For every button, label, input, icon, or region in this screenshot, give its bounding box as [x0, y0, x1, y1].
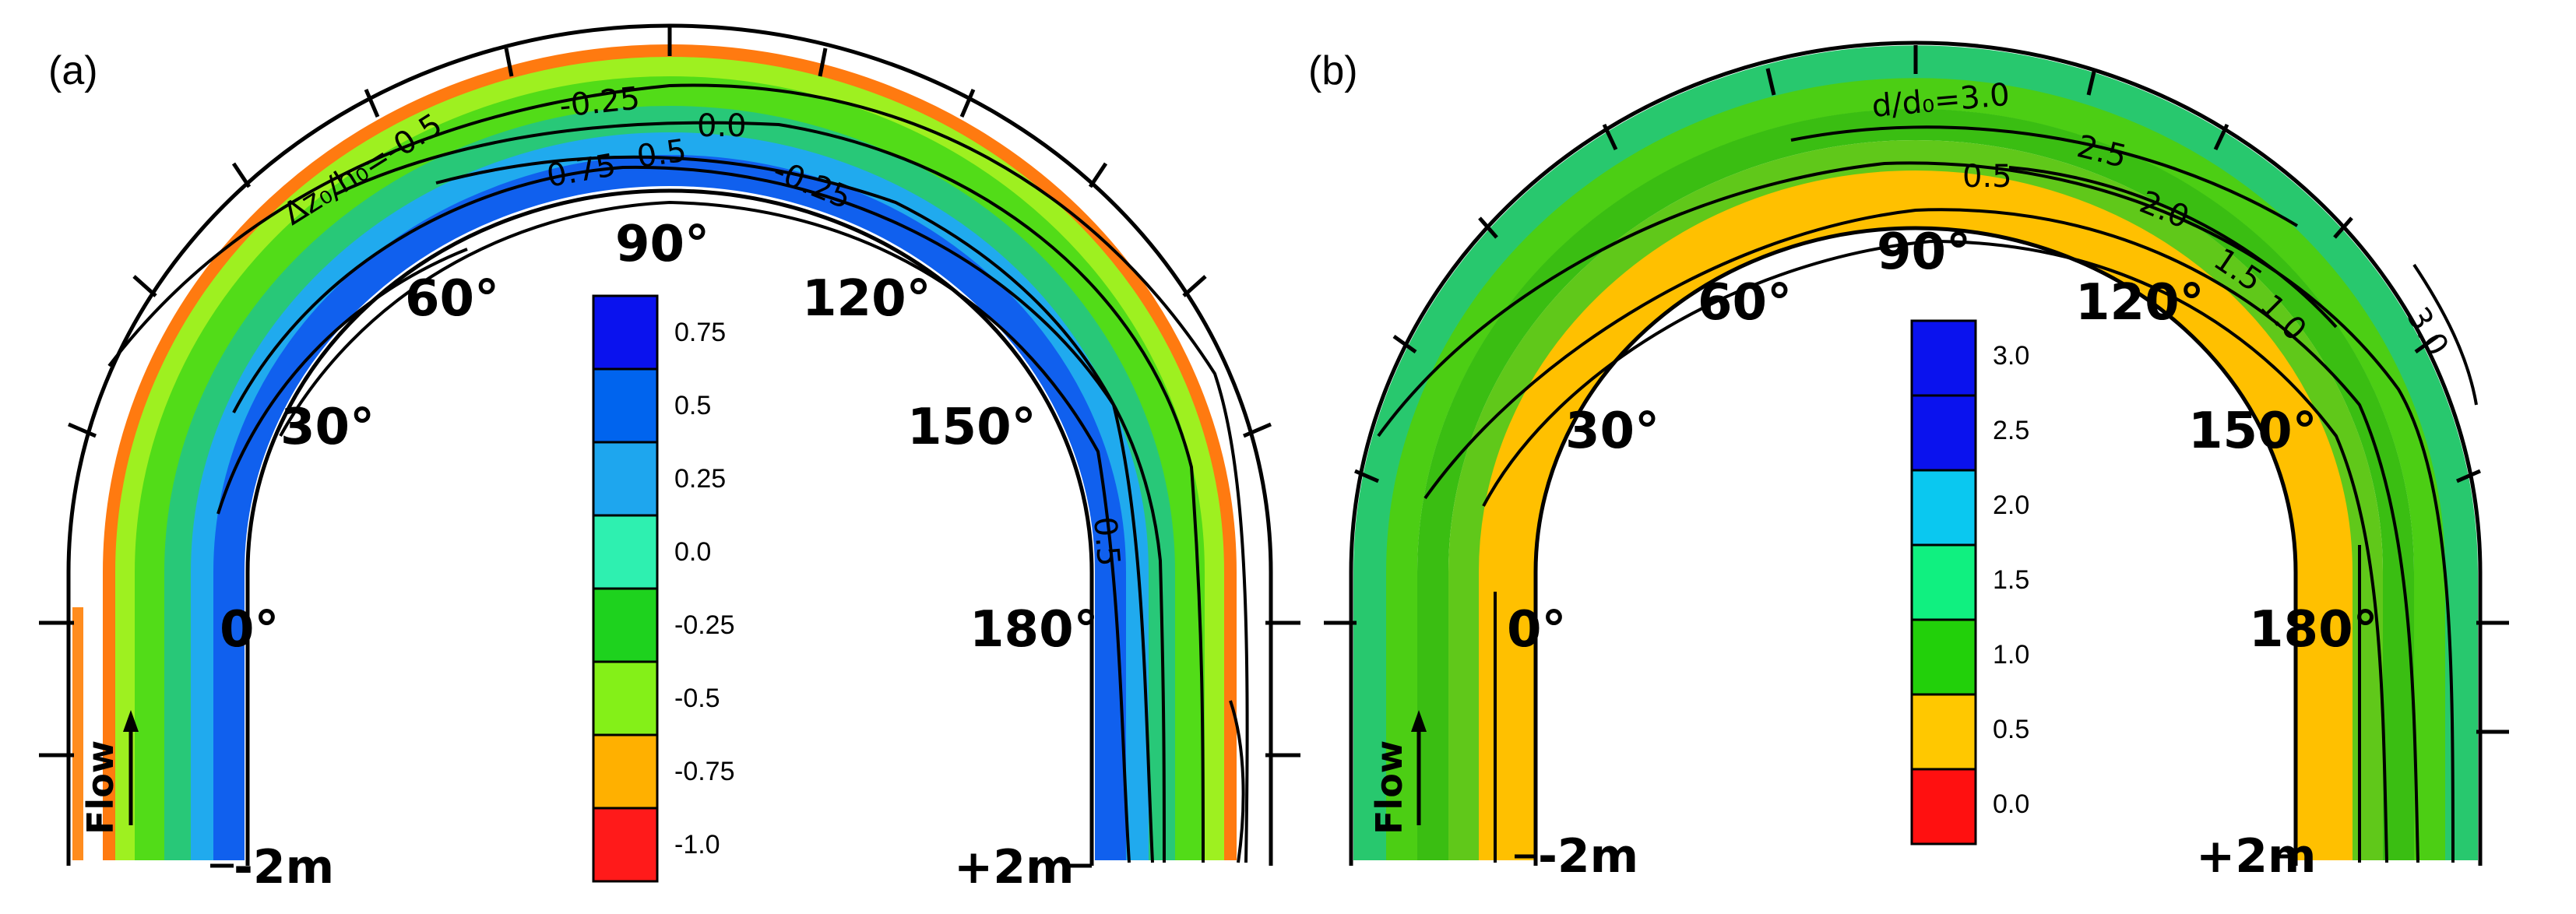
contour-label: 0.5	[1962, 159, 2012, 195]
contour-lines-a	[107, 83, 1249, 863]
panel-b: (b)	[1308, 40, 2509, 884]
colorbar-tick-label: 3.0	[1993, 341, 2029, 371]
channel-walls-b	[1349, 40, 2483, 866]
angle-label-0: 0°	[220, 601, 280, 659]
panel-letter-a: (a)	[48, 48, 98, 93]
distance-labels-a: -2m +2m	[210, 840, 1092, 895]
angle-label-150: 150°	[2188, 403, 2317, 460]
colorbar-swatch	[1910, 618, 1977, 696]
colorbar-tick-label: 0.5	[674, 391, 711, 420]
angle-label-180: 180°	[970, 601, 1099, 659]
colorbar-tick-label: 0.75	[674, 318, 726, 347]
angle-label-60: 60°	[1698, 274, 1792, 332]
colorbar-swatch	[592, 733, 659, 810]
colorbar-swatch	[1910, 543, 1977, 621]
colorbar-tick-label: 1.0	[1993, 640, 2029, 670]
colorbar-tick-label: -0.5	[674, 684, 720, 713]
colorbar-swatch	[1910, 319, 1977, 397]
radial-ticks-b	[1324, 45, 2509, 734]
angle-label-90: 90°	[615, 216, 709, 273]
colorbar-tick-label: 0.5	[1993, 715, 2029, 744]
angle-label-60: 60°	[405, 270, 499, 328]
colorbar-tick-label: -0.25	[674, 610, 735, 640]
flow-arrow-b: Flow	[1368, 710, 1427, 835]
radial-ticks-a	[39, 27, 1300, 758]
colorbar-swatch	[592, 441, 659, 517]
angle-label-0: 0°	[1507, 601, 1567, 659]
colorbar-swatch	[592, 294, 659, 371]
angle-label-30: 30°	[1565, 403, 1659, 460]
angle-labels-b: 0° 30° 60° 90° 120° 150° 180°	[1507, 223, 2378, 659]
distance-right: +2m	[2196, 829, 2317, 884]
flow-label: Flow	[79, 740, 121, 835]
panel-letter-b: (b)	[1308, 48, 1358, 93]
contour-label: -0.25	[558, 80, 642, 125]
colorbar-swatch	[1910, 394, 1977, 472]
colorbar-b: 3.0 2.5 2.0 1.5 1.0 0.5 0.0	[1910, 319, 2029, 845]
distance-labels-b: -2m +2m	[1515, 829, 2317, 884]
colorbar-tick-label: 0.0	[674, 537, 711, 567]
angle-labels-a: 0° 30° 60° 90° 120° 150° 180°	[220, 216, 1099, 659]
colorbar-tick-label: 0.0	[1993, 789, 2029, 819]
colorbar-swatch	[592, 660, 659, 736]
angle-label-30: 30°	[280, 399, 375, 456]
colorbar-a: 0.75 0.5 0.25 0.0 -0.25 -0.5 -0.75 -1.0	[592, 294, 735, 883]
colorbar-swatch	[592, 807, 659, 883]
contour-label: 0.0	[697, 108, 747, 144]
colorbar-tick-label: 2.5	[1993, 416, 2029, 445]
colorbar-swatch	[592, 514, 659, 590]
distance-left: -2m	[1538, 829, 1638, 884]
angle-label-150: 150°	[907, 399, 1036, 456]
colorbar-tick-label: 1.5	[1993, 565, 2029, 595]
colorbar-swatch	[1910, 469, 1977, 547]
angle-label-120: 120°	[2075, 274, 2205, 332]
contour-lines-b	[1377, 125, 2478, 863]
colorbar-tick-label: -0.75	[674, 757, 735, 786]
distance-left: -2m	[234, 840, 334, 895]
colorbar-swatch	[1910, 768, 1977, 845]
contour-label: 0.5	[1086, 515, 1126, 568]
colorbar-tick-label: 0.25	[674, 464, 726, 494]
flow-arrow-a: Flow	[79, 710, 139, 835]
flow-label: Flow	[1368, 740, 1410, 835]
contour-label: 0.5	[635, 132, 688, 174]
colorbar-swatch	[1910, 693, 1977, 771]
colorbar-swatch	[592, 587, 659, 663]
angle-label-120: 120°	[802, 270, 931, 328]
colorbar-tick-label: 2.0	[1993, 490, 2029, 520]
colorbar-tick-label: -1.0	[674, 830, 720, 860]
angle-label-180: 180°	[2249, 601, 2378, 659]
distance-right: +2m	[954, 840, 1075, 895]
panel-a: (a)	[39, 23, 1300, 895]
colorbar-swatch	[592, 367, 659, 444]
channel-walls-a	[66, 23, 1273, 866]
angle-label-90: 90°	[1877, 223, 1971, 281]
